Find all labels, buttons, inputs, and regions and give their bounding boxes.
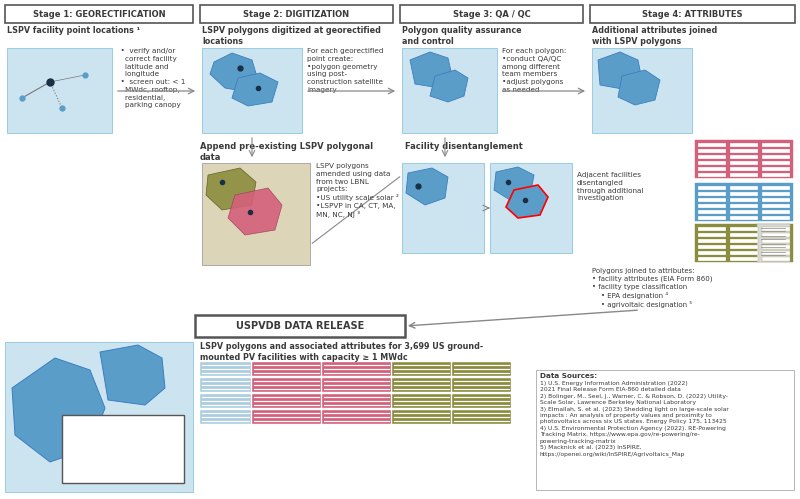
Bar — [762, 210, 790, 214]
Bar — [730, 216, 758, 220]
Bar — [452, 410, 511, 424]
Bar — [252, 394, 321, 408]
Bar — [730, 245, 758, 249]
Bar — [252, 362, 321, 376]
Bar — [698, 143, 726, 147]
Polygon shape — [228, 188, 282, 235]
Bar — [762, 173, 790, 177]
Bar — [322, 394, 391, 408]
Text: •  verify and/or
    correct facility
    latitude and
    longitude
  •  screen: • verify and/or correct facility latitud… — [116, 48, 186, 108]
Polygon shape — [406, 168, 448, 205]
Bar — [392, 362, 451, 376]
Bar — [730, 149, 758, 153]
Bar — [695, 224, 793, 262]
Bar — [200, 410, 251, 424]
Bar — [730, 155, 758, 159]
Text: Data Sources:: Data Sources: — [540, 373, 597, 379]
Bar — [7, 48, 112, 133]
Text: LSPV polygons digitized at georectified
locations: LSPV polygons digitized at georectified … — [202, 26, 381, 46]
Text: Polygons joined to attributes:
• facility attributes (EIA Form 860)
• facility t: Polygons joined to attributes: • facilit… — [592, 268, 713, 308]
Bar — [252, 378, 321, 392]
Bar — [762, 251, 790, 255]
Bar — [698, 204, 726, 208]
Bar — [392, 394, 451, 408]
Bar — [452, 362, 511, 376]
Bar — [757, 224, 790, 262]
Bar — [698, 251, 726, 255]
Bar — [762, 245, 790, 249]
Bar — [762, 233, 790, 237]
Bar — [698, 186, 726, 190]
Polygon shape — [494, 167, 534, 200]
Text: LSPV polygons
amended using data
from two LBNL
projects:
•US utility scale solar: LSPV polygons amended using data from tw… — [316, 163, 399, 218]
Bar — [490, 163, 572, 253]
Bar — [730, 227, 758, 231]
Bar — [762, 161, 790, 165]
Text: 1) U.S. Energy Information Administration (2022)
2021 Final Release Form EIA-860: 1) U.S. Energy Information Administratio… — [540, 381, 729, 457]
Bar — [762, 186, 790, 190]
Polygon shape — [506, 185, 548, 218]
Text: For each polygon:
•conduct QA/QC
among different
team members
•adjust polygons
a: For each polygon: •conduct QA/QC among d… — [502, 48, 566, 93]
Bar — [322, 362, 391, 376]
Bar — [762, 227, 790, 231]
Bar — [200, 362, 251, 376]
Polygon shape — [206, 168, 256, 210]
Bar — [402, 163, 484, 253]
Bar — [762, 239, 790, 243]
Text: LSPV polygons and associated attributes for 3,699 US ground-
mounted PV faciliti: LSPV polygons and associated attributes … — [200, 342, 483, 362]
Bar — [730, 233, 758, 237]
Bar — [695, 140, 793, 178]
Text: Additional attributes joined
with LSPV polygons: Additional attributes joined with LSPV p… — [592, 26, 718, 46]
Bar — [402, 48, 497, 133]
Bar — [452, 378, 511, 392]
Bar — [730, 257, 758, 261]
Text: Stage 2: DIGITIZATION: Stage 2: DIGITIZATION — [243, 9, 350, 18]
Bar — [698, 173, 726, 177]
Bar — [5, 342, 193, 492]
Bar — [762, 257, 790, 261]
Text: Stage 1: GEORECTIFICATION: Stage 1: GEORECTIFICATION — [33, 9, 166, 18]
Bar — [698, 257, 726, 261]
Bar — [200, 394, 251, 408]
Bar — [698, 210, 726, 214]
Bar — [730, 143, 758, 147]
Bar — [730, 239, 758, 243]
Polygon shape — [100, 345, 165, 405]
Bar — [730, 210, 758, 214]
Bar — [695, 183, 793, 221]
Bar — [730, 204, 758, 208]
Bar — [730, 173, 758, 177]
Bar — [762, 155, 790, 159]
Bar — [698, 239, 726, 243]
Bar — [698, 192, 726, 196]
Bar — [400, 5, 583, 23]
Bar — [698, 198, 726, 202]
Bar — [730, 251, 758, 255]
Text: For each georectified
point create:
•polygon geometry
using post-
construction s: For each georectified point create: •pol… — [307, 48, 383, 93]
Bar — [392, 410, 451, 424]
Text: Append pre-existing LSPV polygonal
data: Append pre-existing LSPV polygonal data — [200, 142, 373, 163]
Bar — [698, 167, 726, 171]
Bar — [762, 204, 790, 208]
Bar — [698, 149, 726, 153]
Text: Stage 3: QA / QC: Stage 3: QA / QC — [453, 9, 530, 18]
Bar — [252, 410, 321, 424]
Bar — [762, 192, 790, 196]
Bar — [536, 370, 794, 490]
Bar — [698, 155, 726, 159]
Polygon shape — [598, 52, 642, 90]
Bar — [590, 5, 795, 23]
Bar — [200, 5, 393, 23]
Bar — [195, 315, 405, 337]
Bar — [730, 192, 758, 196]
Bar — [698, 245, 726, 249]
Bar — [698, 233, 726, 237]
Polygon shape — [232, 73, 278, 106]
Bar — [62, 415, 184, 483]
Bar — [762, 149, 790, 153]
Text: USPVDB DATA RELEASE: USPVDB DATA RELEASE — [236, 321, 364, 331]
Bar — [762, 198, 790, 202]
Bar — [592, 48, 692, 133]
Bar — [200, 378, 251, 392]
Bar — [730, 186, 758, 190]
